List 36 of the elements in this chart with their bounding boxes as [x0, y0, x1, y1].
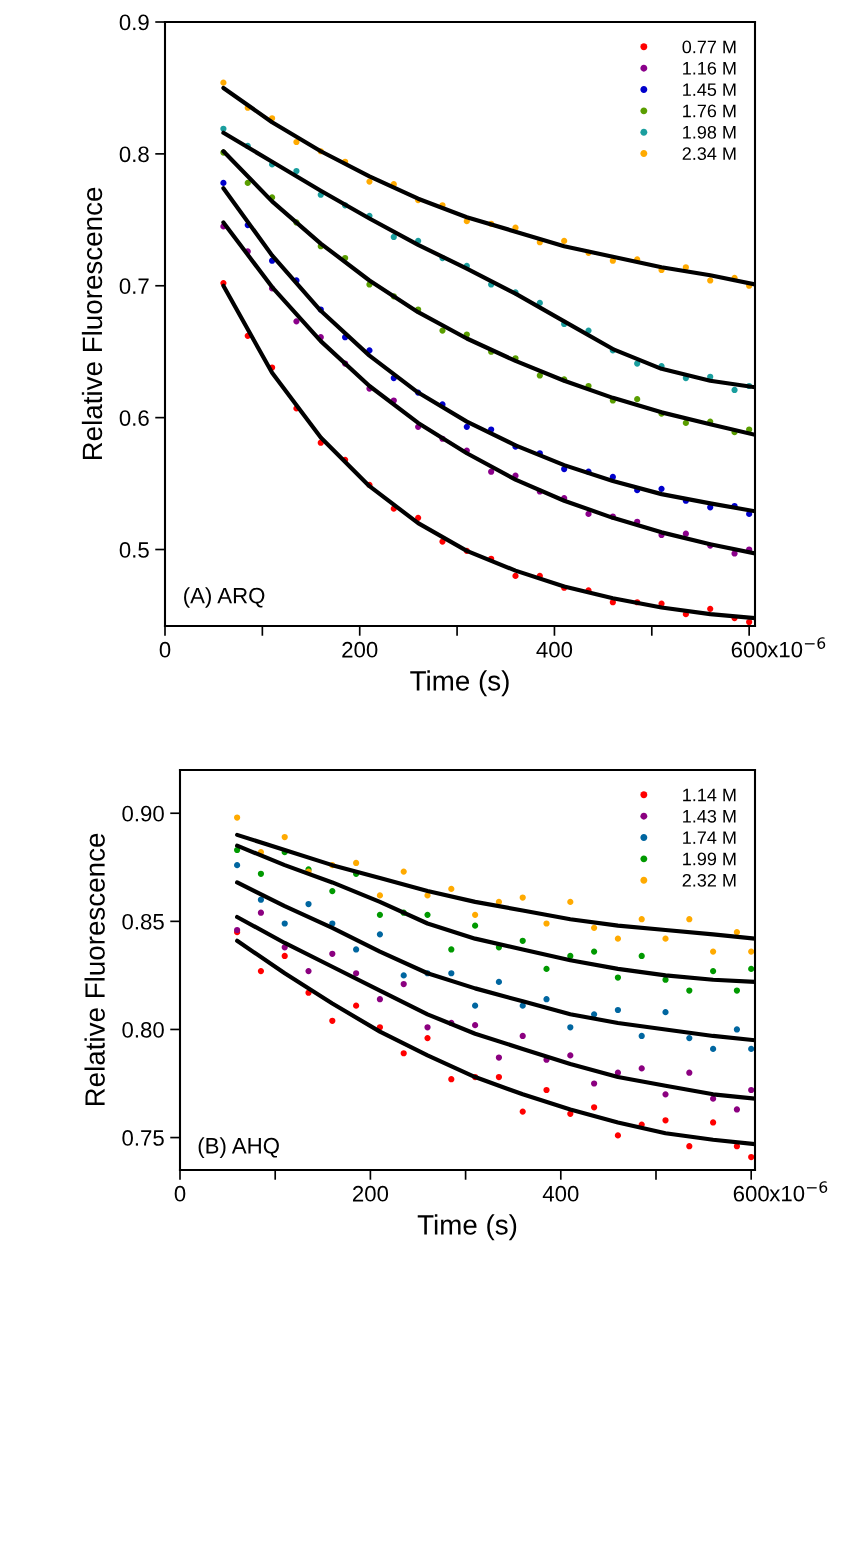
x-tick-label: 400 — [536, 641, 573, 658]
y-tick-label: 0.90 — [122, 805, 164, 822]
legend-label: 2.34 M — [682, 147, 736, 161]
legend-label: 1.99 M — [683, 852, 736, 866]
x-tick-label: 0 — [159, 641, 171, 658]
y-tick-label: 0.6 — [119, 410, 149, 426]
annotation: (A) ARQ — [184, 587, 265, 608]
legend-label: 1.45 M — [683, 83, 736, 97]
x-tick-label: 600 — [733, 1185, 769, 1202]
x-tick-label: 600 — [731, 641, 767, 658]
y-tick-label: 0.8 — [119, 146, 149, 163]
x-tick-label: 200 — [352, 1185, 389, 1202]
x-axis-title: Time (s) — [417, 1214, 517, 1241]
text: x10$^{−6}$ — [769, 1181, 828, 1202]
text: x10$^{−6}$ — [767, 637, 826, 658]
legend-label: 1.14 M — [683, 788, 736, 802]
y-tick-label: 0.80 — [122, 1021, 164, 1038]
x-axis-title: Time (s) — [410, 670, 509, 697]
x-tick-label: 200 — [342, 641, 378, 658]
x-tick-label: 400 — [542, 1185, 579, 1202]
y-axis-title: Relative Fluorescence — [81, 187, 103, 460]
x-tick-label: 0 — [174, 1185, 186, 1202]
legend-label: 1.98 M — [683, 125, 736, 139]
legend-label: 2.32 M — [682, 873, 736, 887]
legend-label: 1.43 M — [683, 809, 736, 823]
legend-label: 0.77 M — [682, 40, 736, 54]
y-tick-label: 0.75 — [122, 1130, 164, 1146]
y-tick-label: 0.7 — [119, 278, 149, 295]
y-tick-label: 0.5 — [119, 542, 149, 558]
legend-label: 1.74 M — [683, 831, 736, 844]
y-tick-label: 0.85 — [122, 913, 164, 930]
y-axis-title: Relative Fluorescence — [84, 833, 105, 1106]
legend-label: 1.76 M — [683, 104, 736, 118]
legend-label: 1.16 M — [683, 61, 736, 75]
y-tick-label: 0.9 — [119, 14, 149, 31]
annotation: (B) AHQ — [198, 1137, 279, 1158]
